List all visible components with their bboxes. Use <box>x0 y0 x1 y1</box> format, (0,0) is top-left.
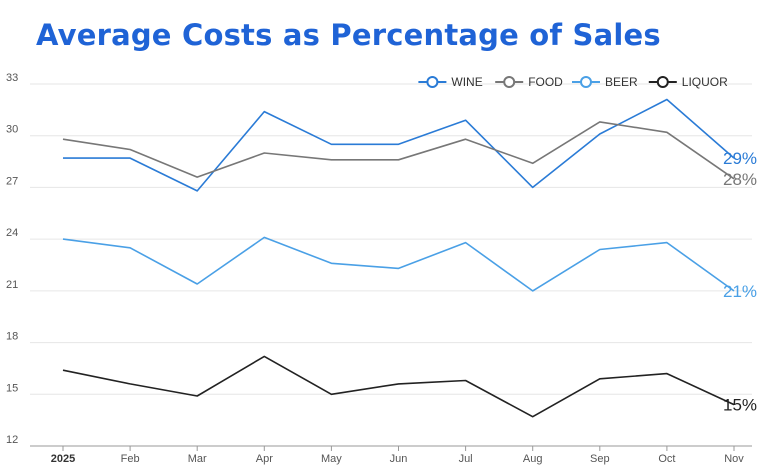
x-tick-label: Jul <box>459 453 473 465</box>
x-tick-label: Sep <box>590 453 610 465</box>
end-label-food: 28% <box>723 170 757 189</box>
legend-label: LIQUOR <box>682 75 728 89</box>
y-tick-label: 33 <box>6 72 18 84</box>
end-label-beer: 21% <box>723 282 757 301</box>
series-line-beer <box>62 236 735 292</box>
series-line-liquor <box>62 355 735 418</box>
series-lines <box>62 98 735 418</box>
legend-entry-beer: BEER <box>572 75 638 89</box>
y-tick-label: 30 <box>6 124 18 136</box>
y-tick-label: 12 <box>6 434 18 446</box>
y-tick-label: 24 <box>6 227 18 239</box>
x-tick-label: 2025 <box>51 453 75 465</box>
series-line-food <box>62 121 735 180</box>
end-label-wine: 29% <box>723 149 757 168</box>
series-line-wine <box>63 98 735 192</box>
legend-circle-marker <box>503 76 516 88</box>
y-tick-label: 27 <box>6 175 18 187</box>
y-tick-label: 15 <box>6 382 18 394</box>
legend-label: FOOD <box>528 75 563 89</box>
legend-circle-marker <box>426 76 439 88</box>
axes: 12 15 18 21 24 27 30 33 2025 Feb Mar Apr May Jun Jul Au… <box>6 72 752 465</box>
chart-title: Average Costs as Percentage of Sales <box>36 18 661 52</box>
x-tick-label: Mar <box>188 453 207 465</box>
legend-entry-wine: WINE <box>418 75 483 89</box>
x-tick-label: May <box>321 453 342 465</box>
gridlines <box>30 83 752 447</box>
x-tick-label: Aug <box>523 453 543 465</box>
end-label-liquor: 15% <box>723 396 757 415</box>
x-tick-label: Feb <box>121 453 140 465</box>
legend-circle-marker <box>656 76 669 88</box>
legend-entry-liquor: LIQUOR <box>648 75 728 89</box>
legend-circle-marker <box>580 76 592 88</box>
legend-label: BEER <box>605 75 638 89</box>
legend-entry-food: FOOD <box>495 75 563 89</box>
y-tick-label: 21 <box>6 279 18 291</box>
legend-label: WINE <box>451 75 482 89</box>
x-tick-label: Apr <box>256 453 273 465</box>
x-tick-label: Nov <box>724 453 744 465</box>
x-tick-label: Jun <box>390 453 408 465</box>
end-labels: 29% 28% 21% 15% <box>723 149 757 415</box>
legend: WINE FOOD BEER LIQUOR <box>418 75 728 89</box>
x-tick-label: Oct <box>658 453 675 465</box>
y-tick-label: 18 <box>6 331 18 343</box>
